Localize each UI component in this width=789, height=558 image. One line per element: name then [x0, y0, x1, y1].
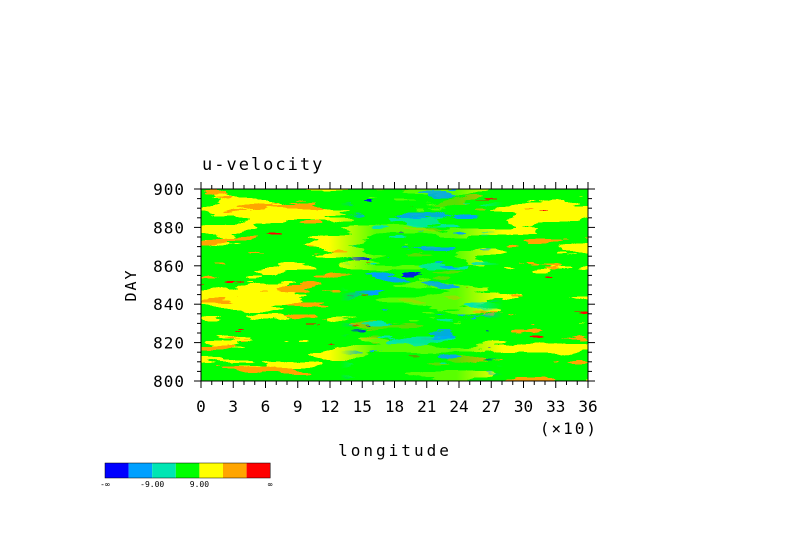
colorbar: [104, 462, 271, 479]
x-tick-label: 12: [320, 397, 339, 416]
y-tick-label: 820: [153, 334, 185, 353]
y-tick-label: 840: [153, 295, 185, 314]
colorbar-swatch: [105, 463, 129, 478]
x-tick-label: 18: [385, 397, 404, 416]
x-tick-label: 15: [353, 397, 372, 416]
x-tick-label: 27: [482, 397, 501, 416]
axis-ticks: [194, 182, 595, 388]
x-tick-label: 0: [196, 397, 206, 416]
x-tick-label: 6: [261, 397, 271, 416]
y-axis-label: DAY: [122, 268, 140, 301]
x-tick-label: 33: [546, 397, 565, 416]
x-tick-label: 36: [578, 397, 597, 416]
colorbar-label: ∞: [268, 480, 273, 489]
x-scale-note: (×10): [540, 419, 598, 438]
colorbar-swatch: [175, 463, 200, 478]
x-tick-label: 21: [417, 397, 436, 416]
colorbar-label: -9.00: [140, 480, 164, 489]
field-layer-blue: [201, 189, 588, 381]
colorbar-swatch: [128, 463, 153, 478]
colorbar-swatch: [223, 463, 247, 478]
colorbar-swatch: [152, 463, 176, 478]
colorbar-label: -∞: [100, 480, 110, 489]
colorbar-swatch: [246, 463, 271, 478]
colorbar-swatch: [199, 463, 223, 478]
y-tick-label: 880: [153, 218, 185, 237]
x-tick-label: 3: [228, 397, 238, 416]
chart-title: u-velocity: [202, 155, 324, 175]
plot-area: [194, 182, 595, 388]
colorbar-labels: -∞ -9.00 9.00 ∞: [100, 480, 273, 489]
x-tick-label: 24: [449, 397, 468, 416]
x-tick-label: 30: [514, 397, 533, 416]
x-tick-label: 9: [293, 397, 303, 416]
y-tick-label: 800: [153, 372, 185, 391]
y-tick-labels: 800 820 840 860 880 900: [153, 180, 185, 391]
x-axis-label: longitude: [338, 441, 452, 460]
y-tick-label: 900: [153, 180, 185, 199]
y-tick-label: 860: [153, 257, 185, 276]
colorbar-label: 9.00: [190, 480, 209, 489]
colorbar-frame: [104, 462, 271, 479]
x-tick-labels: 0 3 6 9 12 15 18 21 24 27 30 33 36: [196, 397, 597, 416]
